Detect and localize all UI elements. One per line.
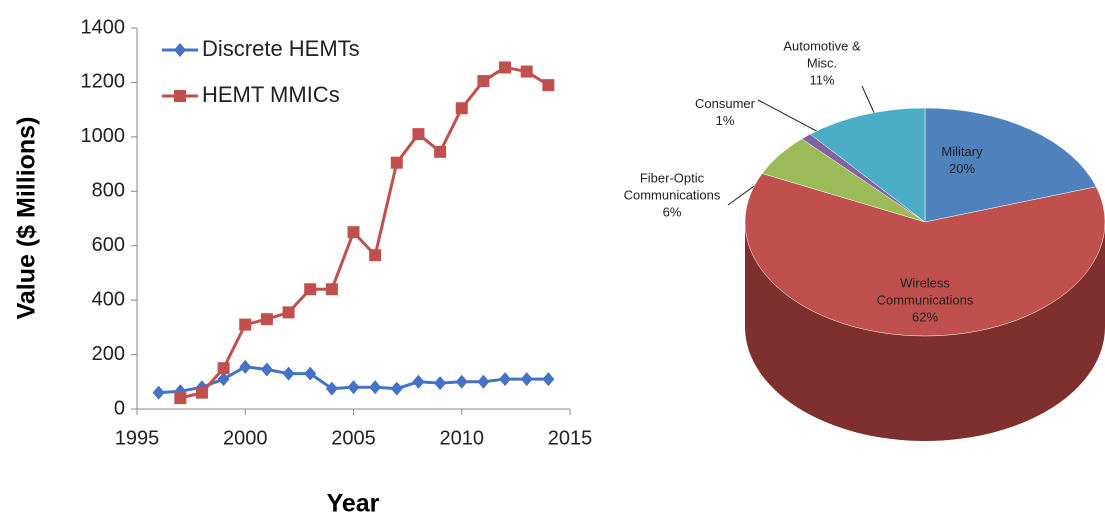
y-tick-label: 800 — [92, 180, 125, 202]
x-tick-label: 2000 — [223, 427, 268, 449]
pie-label: Consumer 1% — [685, 95, 765, 129]
marker — [412, 374, 425, 389]
y-tick-label: 600 — [92, 234, 125, 256]
marker — [195, 386, 208, 399]
marker — [217, 362, 230, 375]
y-tick-label: 1400 — [81, 16, 126, 38]
legend-label: HEMT MMICs — [202, 82, 340, 107]
marker — [499, 61, 512, 74]
x-tick-label: 2015 — [548, 427, 593, 449]
marker — [477, 75, 490, 88]
pie-value-label: 62% — [911, 309, 939, 325]
marker — [455, 102, 468, 115]
pie-value-label: 6% — [662, 204, 682, 220]
x-axis-label: Year — [327, 490, 380, 518]
pie-slice — [744, 173, 1105, 337]
marker — [304, 283, 317, 296]
marker — [434, 376, 447, 391]
marker — [390, 156, 403, 169]
marker — [542, 372, 555, 387]
x-tick-label: 2010 — [440, 427, 485, 449]
y-axis-label: Value ($ Millions) — [13, 117, 41, 320]
y-tick-label: 1200 — [81, 71, 126, 93]
pie-category: Automotive & Misc. — [783, 38, 861, 71]
pie-label: Automotive & Misc. 11% — [767, 38, 877, 89]
leader-line — [861, 85, 877, 118]
marker — [325, 381, 338, 396]
marker — [260, 313, 273, 326]
series-line — [179, 65, 550, 400]
y-tick-label: 0 — [114, 397, 125, 419]
legend-marker — [174, 90, 186, 102]
marker — [152, 385, 165, 400]
pie-value-label: 11% — [809, 72, 835, 88]
pie-label: Fiber-Optic Communications 6% — [617, 170, 727, 221]
pie-value-label: 1% — [715, 113, 735, 128]
x-tick-label: 2005 — [331, 427, 376, 449]
legend-label: Discrete HEMTs — [202, 36, 360, 61]
marker — [369, 380, 382, 395]
marker — [520, 65, 533, 78]
legend-marker — [174, 43, 186, 57]
marker — [282, 366, 295, 381]
x-tick-label: 1995 — [115, 427, 160, 449]
marker — [174, 392, 187, 405]
marker — [239, 318, 252, 331]
marker — [347, 226, 360, 239]
pie-category: Consumer — [695, 96, 755, 111]
marker — [542, 79, 555, 92]
marker — [390, 381, 403, 396]
pie-category: Wireless Communications — [876, 275, 974, 308]
marker — [499, 372, 512, 387]
marker — [477, 374, 490, 389]
pie-label: Wireless Communications 62% — [865, 275, 985, 326]
marker — [282, 306, 295, 319]
marker — [217, 372, 230, 387]
marker — [304, 366, 317, 381]
pie-category: Fiber-Optic Communications — [623, 170, 721, 203]
y-tick-label: 1000 — [81, 125, 126, 147]
marker — [434, 145, 447, 158]
pie-category: Military — [941, 144, 983, 159]
pie-slice — [924, 107, 1097, 223]
pie-value-label: 20% — [948, 161, 976, 176]
pie-slice — [809, 107, 926, 223]
y-tick-label: 400 — [92, 288, 125, 310]
pie-side — [745, 222, 1105, 441]
pie-label: Military 20% — [917, 143, 1007, 177]
marker — [520, 372, 533, 387]
leader-line — [757, 99, 825, 136]
marker — [260, 362, 273, 377]
marker — [239, 359, 252, 374]
marker — [347, 380, 360, 395]
marker — [369, 249, 382, 262]
marker — [412, 128, 425, 141]
marker — [455, 374, 468, 389]
marker — [325, 283, 338, 296]
y-tick-label: 200 — [92, 343, 125, 365]
